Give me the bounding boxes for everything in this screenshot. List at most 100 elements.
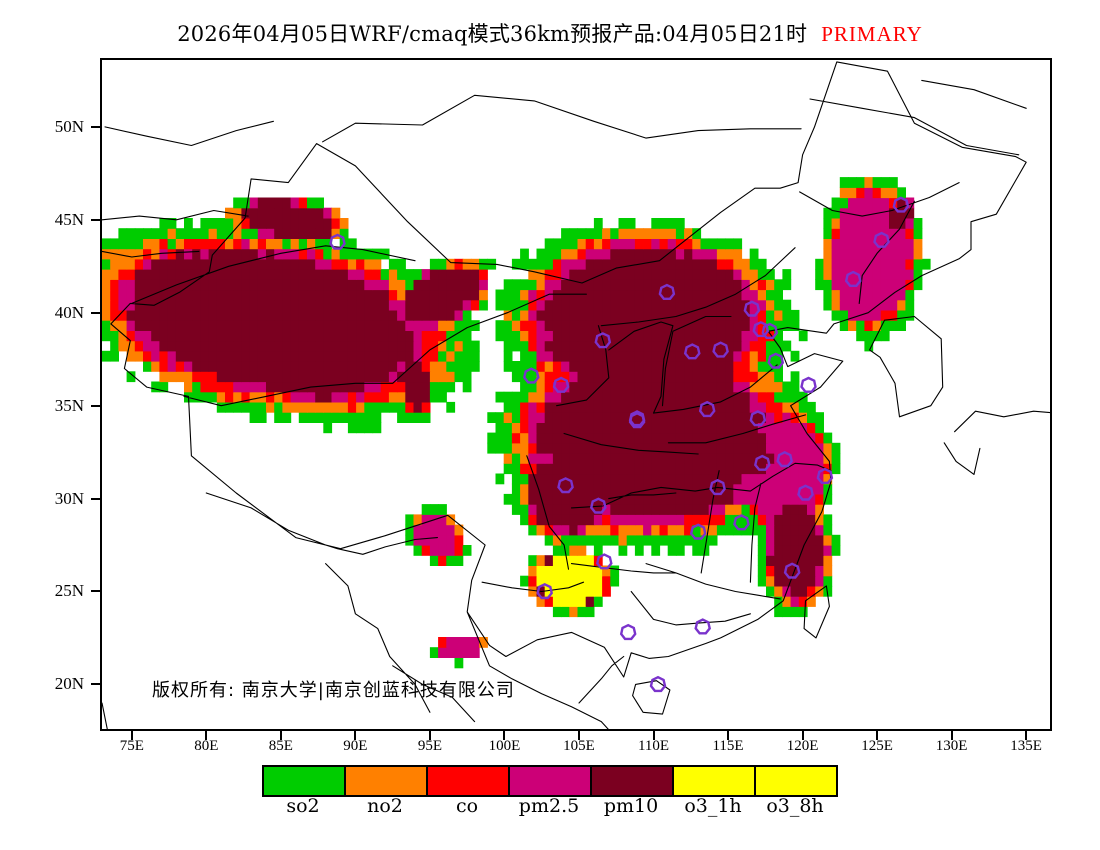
pollutant-cell (741, 279, 751, 291)
pollutant-cell (659, 289, 669, 301)
pollutant-cell (585, 483, 595, 495)
station-marker[interactable] (595, 553, 613, 570)
pollutant-cell (397, 361, 406, 372)
station-marker[interactable] (552, 376, 570, 393)
pollutant-cell (569, 606, 579, 618)
pollutant-cell (364, 320, 374, 331)
station-marker[interactable] (523, 367, 540, 384)
pollutant-cell (913, 218, 923, 229)
pollutant-cell (192, 350, 201, 362)
station-marker[interactable] (649, 675, 667, 693)
station-marker[interactable] (683, 343, 701, 360)
pollutant-cell (774, 330, 783, 342)
station-marker[interactable] (594, 332, 612, 349)
station-marker[interactable] (329, 233, 346, 250)
station-marker[interactable] (749, 410, 767, 427)
station-marker[interactable] (761, 322, 779, 339)
pollutant-cell (593, 309, 603, 321)
station-marker[interactable] (892, 196, 910, 213)
pollutant-cell (397, 289, 406, 301)
pollutant-cell (651, 228, 661, 239)
station-marker[interactable] (619, 623, 637, 641)
pollutant-cell (257, 320, 267, 331)
pollutant-cell (667, 258, 677, 270)
pollutant-cell (282, 371, 292, 383)
pollutant-cell (528, 401, 538, 413)
pollutant-cell (151, 228, 160, 239)
pollutant-cell (700, 463, 710, 475)
pollutant-cell (782, 381, 792, 393)
station-marker[interactable] (590, 497, 607, 514)
legend-label-co: co (455, 795, 479, 817)
station-marker[interactable] (776, 450, 794, 468)
station-marker[interactable] (783, 562, 801, 579)
pollutant-cell (634, 442, 644, 454)
station-marker[interactable] (743, 300, 761, 317)
pollutant-cell (184, 228, 193, 239)
pollutant-cell (815, 514, 824, 526)
pollutant-cell (618, 391, 628, 403)
pollutant-cell (151, 309, 160, 321)
pollutant-cell (618, 412, 628, 423)
station-marker[interactable] (698, 400, 716, 418)
pollutant-cell (585, 371, 595, 383)
pollutant-cell (634, 228, 644, 239)
pollutant-cell (536, 453, 546, 464)
station-marker[interactable] (733, 514, 750, 531)
pollutant-cell (561, 391, 570, 403)
pollutant-cell (839, 269, 849, 280)
pollutant-cell (134, 299, 144, 311)
station-marker[interactable] (709, 478, 726, 496)
pollutant-cell (241, 248, 251, 260)
station-marker[interactable] (767, 352, 785, 369)
pollutant-cell (880, 197, 890, 209)
pollutant-cell (282, 269, 292, 280)
station-marker[interactable] (816, 467, 834, 484)
pollutant-cell (102, 279, 111, 291)
pollutant-cell (733, 504, 743, 515)
pollutant-cell (675, 258, 685, 270)
station-marker[interactable] (628, 411, 646, 429)
pollutant-cell (470, 647, 480, 658)
pollutant-legend-bar (262, 765, 838, 797)
pollutant-cell (774, 483, 783, 495)
pollutant-cell (577, 401, 587, 413)
station-marker[interactable] (712, 341, 729, 358)
pollutant-cell (626, 401, 636, 413)
pollutant-cell (684, 483, 693, 495)
pollutant-cell (848, 197, 857, 209)
legend-swatch-o3-1h (674, 767, 756, 795)
pollutant-cell (536, 575, 546, 587)
station-marker[interactable] (557, 477, 574, 494)
pollutant-cell (708, 391, 718, 403)
pollutant-cell (700, 299, 710, 311)
pollutant-cell (216, 248, 226, 260)
pollutant-cell (561, 381, 570, 393)
pollutant-cell (610, 228, 620, 239)
pollutant-cell (807, 575, 816, 587)
pollutant-cell (536, 504, 546, 515)
pollutant-cell (184, 371, 193, 383)
station-marker[interactable] (658, 283, 676, 301)
station-marker[interactable] (689, 523, 707, 540)
pollutant-cell (347, 320, 357, 331)
pollutant-cell (675, 545, 685, 556)
pollutant-cell (347, 371, 357, 383)
pollutant-cell (577, 575, 587, 587)
pollutant-cell (585, 504, 595, 515)
pollutant-cell (684, 258, 693, 270)
pollutant-cell (651, 504, 661, 515)
station-marker[interactable] (797, 484, 814, 501)
pollutant-cell (757, 514, 767, 526)
pollutant-cell (544, 534, 554, 546)
station-marker[interactable] (753, 454, 771, 471)
pollutant-cell (708, 412, 718, 423)
station-marker[interactable] (800, 376, 817, 393)
pollutant-cell (733, 453, 743, 464)
station-marker[interactable] (536, 582, 553, 600)
station-marker[interactable] (694, 618, 711, 635)
station-marker[interactable] (844, 270, 862, 288)
pollutant-cell (823, 555, 833, 566)
station-marker[interactable] (873, 231, 890, 248)
pollutant-cell (872, 279, 882, 291)
